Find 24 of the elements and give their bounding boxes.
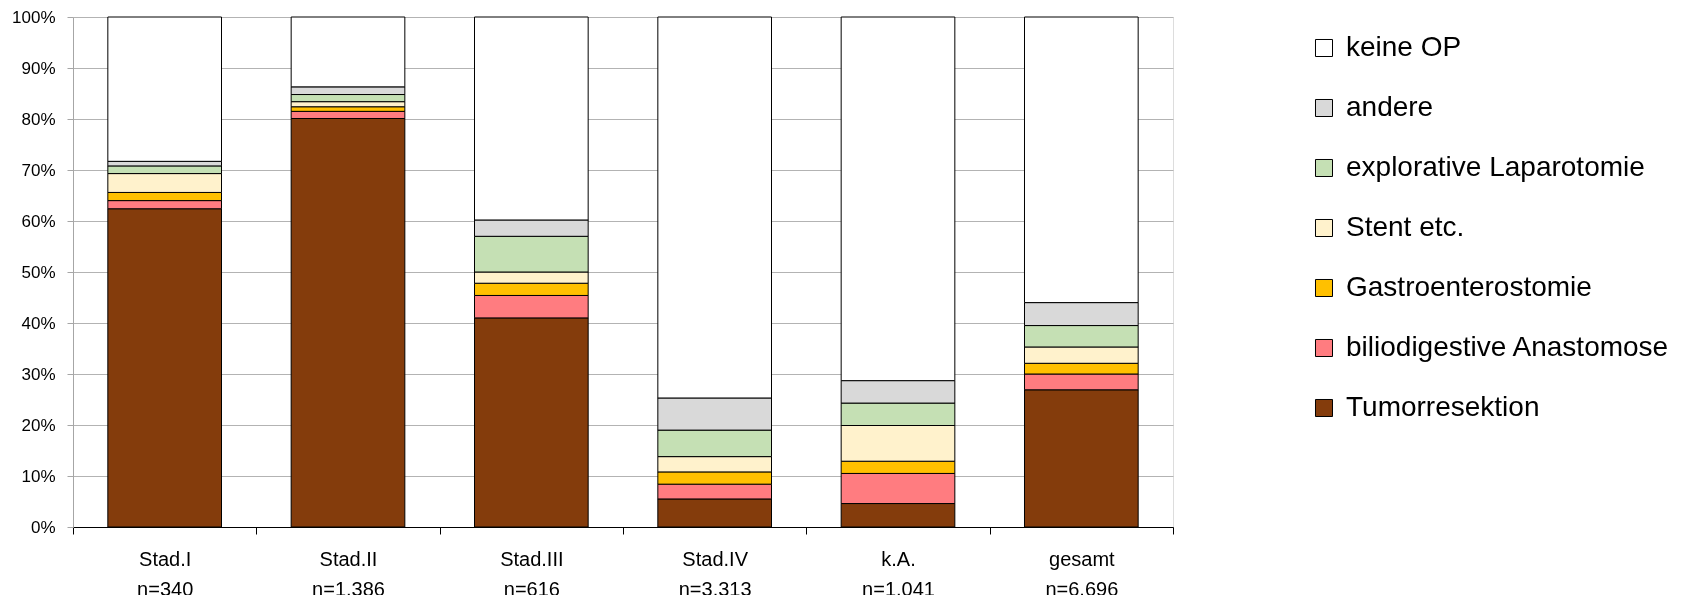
x-tick-label: Stad.II n=1.386 bbox=[312, 547, 385, 597]
y-tick-label: 100% bbox=[12, 7, 56, 27]
legend-label: andere bbox=[1346, 91, 1434, 122]
y-tick-label: 90% bbox=[21, 58, 56, 78]
legend-label: Gastroenterostomie bbox=[1346, 271, 1592, 302]
y-tick-label: 60% bbox=[21, 211, 56, 231]
legend-label: biliodigestive Anastomose bbox=[1346, 331, 1669, 362]
legend-label: Stent etc. bbox=[1346, 211, 1465, 242]
x-tick-label: Stad.I n=340 bbox=[137, 547, 194, 597]
y-tick-label: 0% bbox=[30, 517, 56, 537]
x-tick-label: k.A. n=1.041 bbox=[862, 547, 935, 597]
y-tick-label: 10% bbox=[21, 466, 56, 486]
legend-label: keine OP bbox=[1346, 31, 1462, 62]
y-tick-label: 50% bbox=[21, 262, 56, 282]
x-tick-label: gesamt n=6.696 bbox=[1045, 547, 1119, 597]
legend-label: Tumorresektion bbox=[1346, 391, 1540, 422]
x-tick-label: Stad.III n=616 bbox=[500, 547, 564, 597]
y-tick-label: 80% bbox=[21, 109, 56, 129]
y-tick-label: 30% bbox=[21, 364, 56, 384]
y-tick-label: 20% bbox=[21, 415, 56, 435]
y-tick-label: 40% bbox=[21, 313, 56, 333]
y-tick-label: 70% bbox=[21, 160, 56, 180]
x-tick-label: Stad.IV n=3.313 bbox=[678, 547, 752, 597]
legend-label: explorative Laparotomie bbox=[1346, 151, 1645, 182]
